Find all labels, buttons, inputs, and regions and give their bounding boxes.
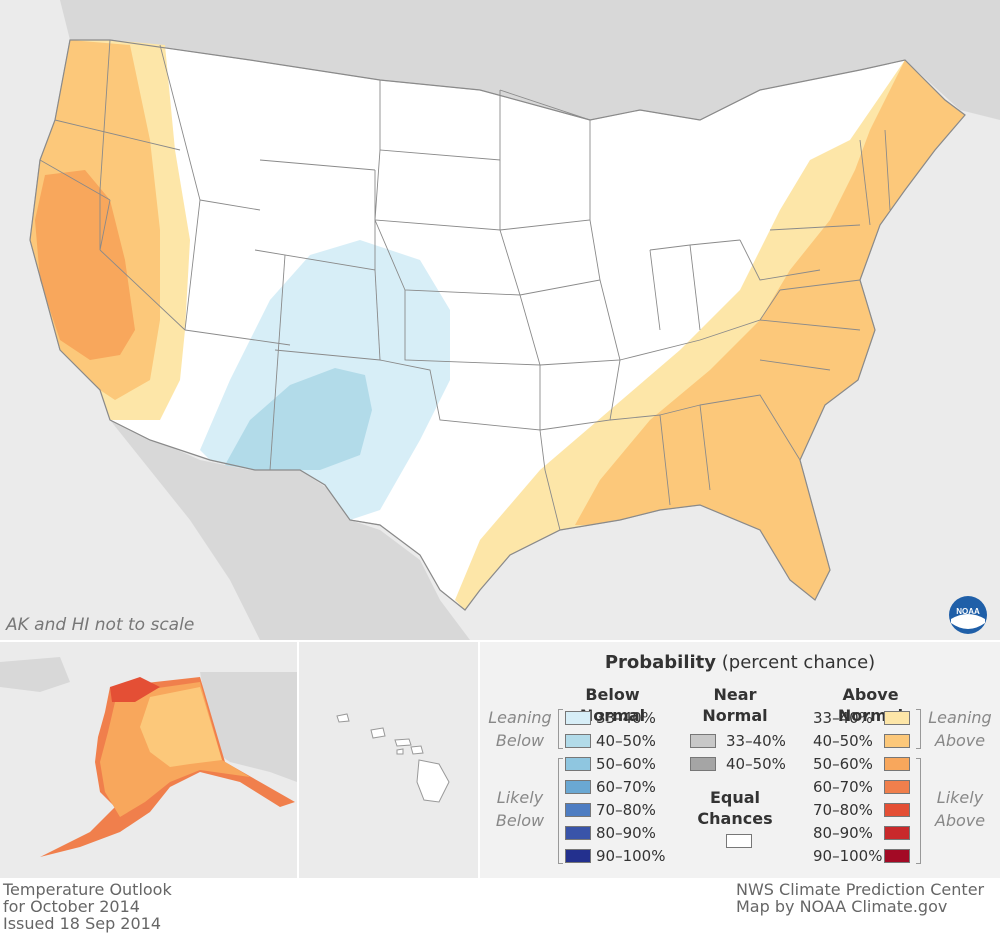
above-likely-bracket <box>916 758 921 864</box>
below-leaning-label: Leaning Below <box>488 708 552 750</box>
scale-note: AK and HI not to scale <box>6 615 195 635</box>
near-normal-swatch <box>690 734 716 748</box>
credit-line2: Map by NOAA Climate.gov <box>736 897 948 916</box>
above-normal-swatch <box>884 826 910 840</box>
above-normal-label: 70–80% <box>813 801 873 819</box>
legend: Probability (percent chance) Below Norma… <box>480 642 1000 878</box>
below-normal-swatch <box>565 826 591 840</box>
above-normal-label: 40–50% <box>813 732 873 750</box>
map-title: Temperature Outlook for October 2014 Iss… <box>3 881 172 932</box>
above-leaning-label: Leaning Above <box>928 708 992 750</box>
equal-chances-swatch <box>726 834 752 848</box>
above-normal-swatch <box>884 711 910 725</box>
alaska-map-graphic <box>0 642 297 878</box>
above-normal-label: 60–70% <box>813 778 873 796</box>
credit-line1: NWS Climate Prediction Center <box>736 880 985 899</box>
below-normal-label: 60–70% <box>596 778 656 796</box>
below-normal-label: 70–80% <box>596 801 656 819</box>
near-normal-label: 33–40% <box>726 732 786 750</box>
above-normal-label: 50–60% <box>813 755 873 773</box>
conus-map-graphic <box>29 0 1000 640</box>
below-normal-swatch <box>565 803 591 817</box>
below-normal-label: 33–40% <box>596 709 656 727</box>
below-normal-swatch <box>565 734 591 748</box>
map-title-line2: for October 2014 <box>3 897 140 916</box>
above-leaning-bracket <box>916 709 921 749</box>
below-normal-swatch <box>565 711 591 725</box>
below-normal-swatch <box>565 757 591 771</box>
below-normal-label: 40–50% <box>596 732 656 750</box>
near-normal-heading: Near Normal <box>702 685 768 725</box>
map-issue-date: Issued 18 Sep 2014 <box>3 914 162 933</box>
legend-title: Probability (percent chance) <box>480 652 1000 673</box>
below-normal-label: 90–100% <box>596 847 666 865</box>
hawaii-inset <box>299 642 478 878</box>
above-normal-swatch <box>884 849 910 863</box>
legend-title-bold: Probability <box>604 652 717 673</box>
below-normal-label: 50–60% <box>596 755 656 773</box>
below-normal-swatch <box>565 780 591 794</box>
hawaii-map-graphic <box>299 642 478 878</box>
above-normal-swatch <box>884 803 910 817</box>
below-likely-bracket <box>558 758 563 864</box>
legend-title-rest: (percent chance) <box>721 652 876 673</box>
near-normal-swatch <box>690 757 716 771</box>
above-normal-swatch <box>884 757 910 771</box>
above-normal-swatch <box>884 734 910 748</box>
above-normal-label: 80–90% <box>813 824 873 842</box>
below-normal-label: 80–90% <box>596 824 656 842</box>
noaa-logo-icon: NOAA <box>948 595 988 635</box>
conus-map: AK and HI not to scale NOAA <box>0 0 1000 640</box>
below-likely-label: Likely Below <box>495 788 545 830</box>
near-normal-label: 40–50% <box>726 755 786 773</box>
above-normal-label: 90–100% <box>813 847 883 865</box>
map-credit: NWS Climate Prediction Center Map by NOA… <box>736 881 984 915</box>
below-normal-heading: Below Normal <box>579 685 646 725</box>
above-normal-label: 33–40% <box>813 709 873 727</box>
alaska-inset <box>0 642 297 878</box>
noaa-logo-text: NOAA <box>956 607 980 616</box>
above-normal-swatch <box>884 780 910 794</box>
map-title-line1: Temperature Outlook <box>3 880 172 899</box>
above-likely-label: Likely Above <box>934 788 986 830</box>
below-leaning-bracket <box>558 709 563 749</box>
below-normal-swatch <box>565 849 591 863</box>
equal-chances-heading: Equal Chances <box>697 788 773 828</box>
